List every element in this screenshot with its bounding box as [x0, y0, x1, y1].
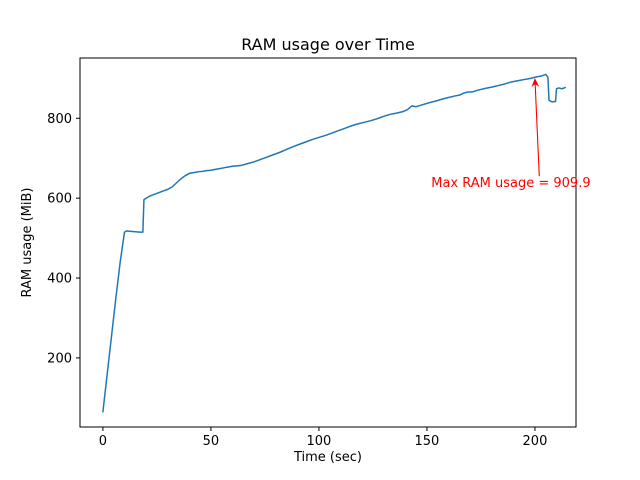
y-tick-label: 200 — [47, 351, 72, 366]
x-tick-label: 100 — [307, 434, 332, 449]
axis-ticks: 0 50 100 150 200 200 400 600 800 — [47, 112, 547, 449]
annotation-layer — [531, 78, 540, 177]
x-tick-label: 0 — [99, 434, 107, 449]
x-tick-label: 200 — [523, 434, 548, 449]
annotation-arrow — [531, 78, 540, 177]
plot-area — [79, 57, 577, 428]
y-axis-label: RAM usage (MiB) — [20, 188, 35, 298]
data-series — [102, 73, 566, 413]
x-tick-label: 150 — [415, 434, 440, 449]
x-tick-label: 50 — [203, 434, 220, 449]
y-tick-label: 800 — [47, 112, 72, 127]
x-axis-label: Time (sec) — [293, 450, 362, 465]
ram-usage-line — [102, 73, 566, 413]
chart-title: RAM usage over Time — [241, 35, 415, 54]
y-tick-label: 400 — [47, 272, 72, 287]
y-tick-label: 600 — [47, 192, 72, 207]
max-annotation-text: Max RAM usage = 909.9 — [431, 176, 590, 191]
